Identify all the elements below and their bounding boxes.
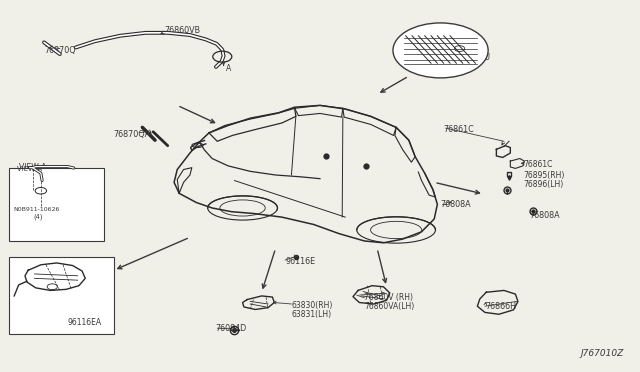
Text: 96116E: 96116E	[285, 257, 316, 266]
Text: VIEW A: VIEW A	[19, 163, 46, 172]
Text: 76895(RH): 76895(RH)	[523, 170, 564, 180]
Text: 76808A: 76808A	[529, 211, 560, 220]
Text: J767010Z: J767010Z	[580, 349, 623, 358]
Text: 76860VA(LH): 76860VA(LH)	[364, 302, 415, 311]
Text: 76896(LH): 76896(LH)	[523, 180, 563, 189]
Text: (4): (4)	[33, 214, 43, 221]
Text: 76808A: 76808A	[440, 200, 471, 209]
Text: 76860VB: 76860VB	[164, 26, 201, 35]
Text: (4): (4)	[38, 218, 47, 224]
Text: VIEW A: VIEW A	[17, 166, 42, 172]
Text: 76084D: 76084D	[215, 324, 246, 333]
Text: 76884U: 76884U	[460, 53, 491, 62]
Text: 76861C: 76861C	[444, 125, 474, 134]
Text: 76866H: 76866H	[485, 302, 516, 311]
FancyBboxPatch shape	[9, 257, 114, 334]
Text: A: A	[226, 64, 231, 73]
Text: 96116EA: 96116EA	[66, 280, 102, 289]
Text: 76860V (RH): 76860V (RH)	[364, 293, 413, 302]
Text: 76870QA: 76870QA	[114, 130, 151, 139]
Text: 76870Q: 76870Q	[44, 46, 76, 55]
Text: 76861C: 76861C	[523, 160, 552, 169]
Text: N0B911-10626: N0B911-10626	[13, 207, 60, 212]
Circle shape	[393, 23, 488, 78]
Text: 63831(LH): 63831(LH)	[291, 310, 332, 319]
Text: N0B911-10626: N0B911-10626	[14, 209, 64, 215]
Text: 63830(RH): 63830(RH)	[291, 301, 333, 310]
FancyBboxPatch shape	[9, 168, 104, 241]
Text: 96116EA: 96116EA	[67, 318, 102, 327]
